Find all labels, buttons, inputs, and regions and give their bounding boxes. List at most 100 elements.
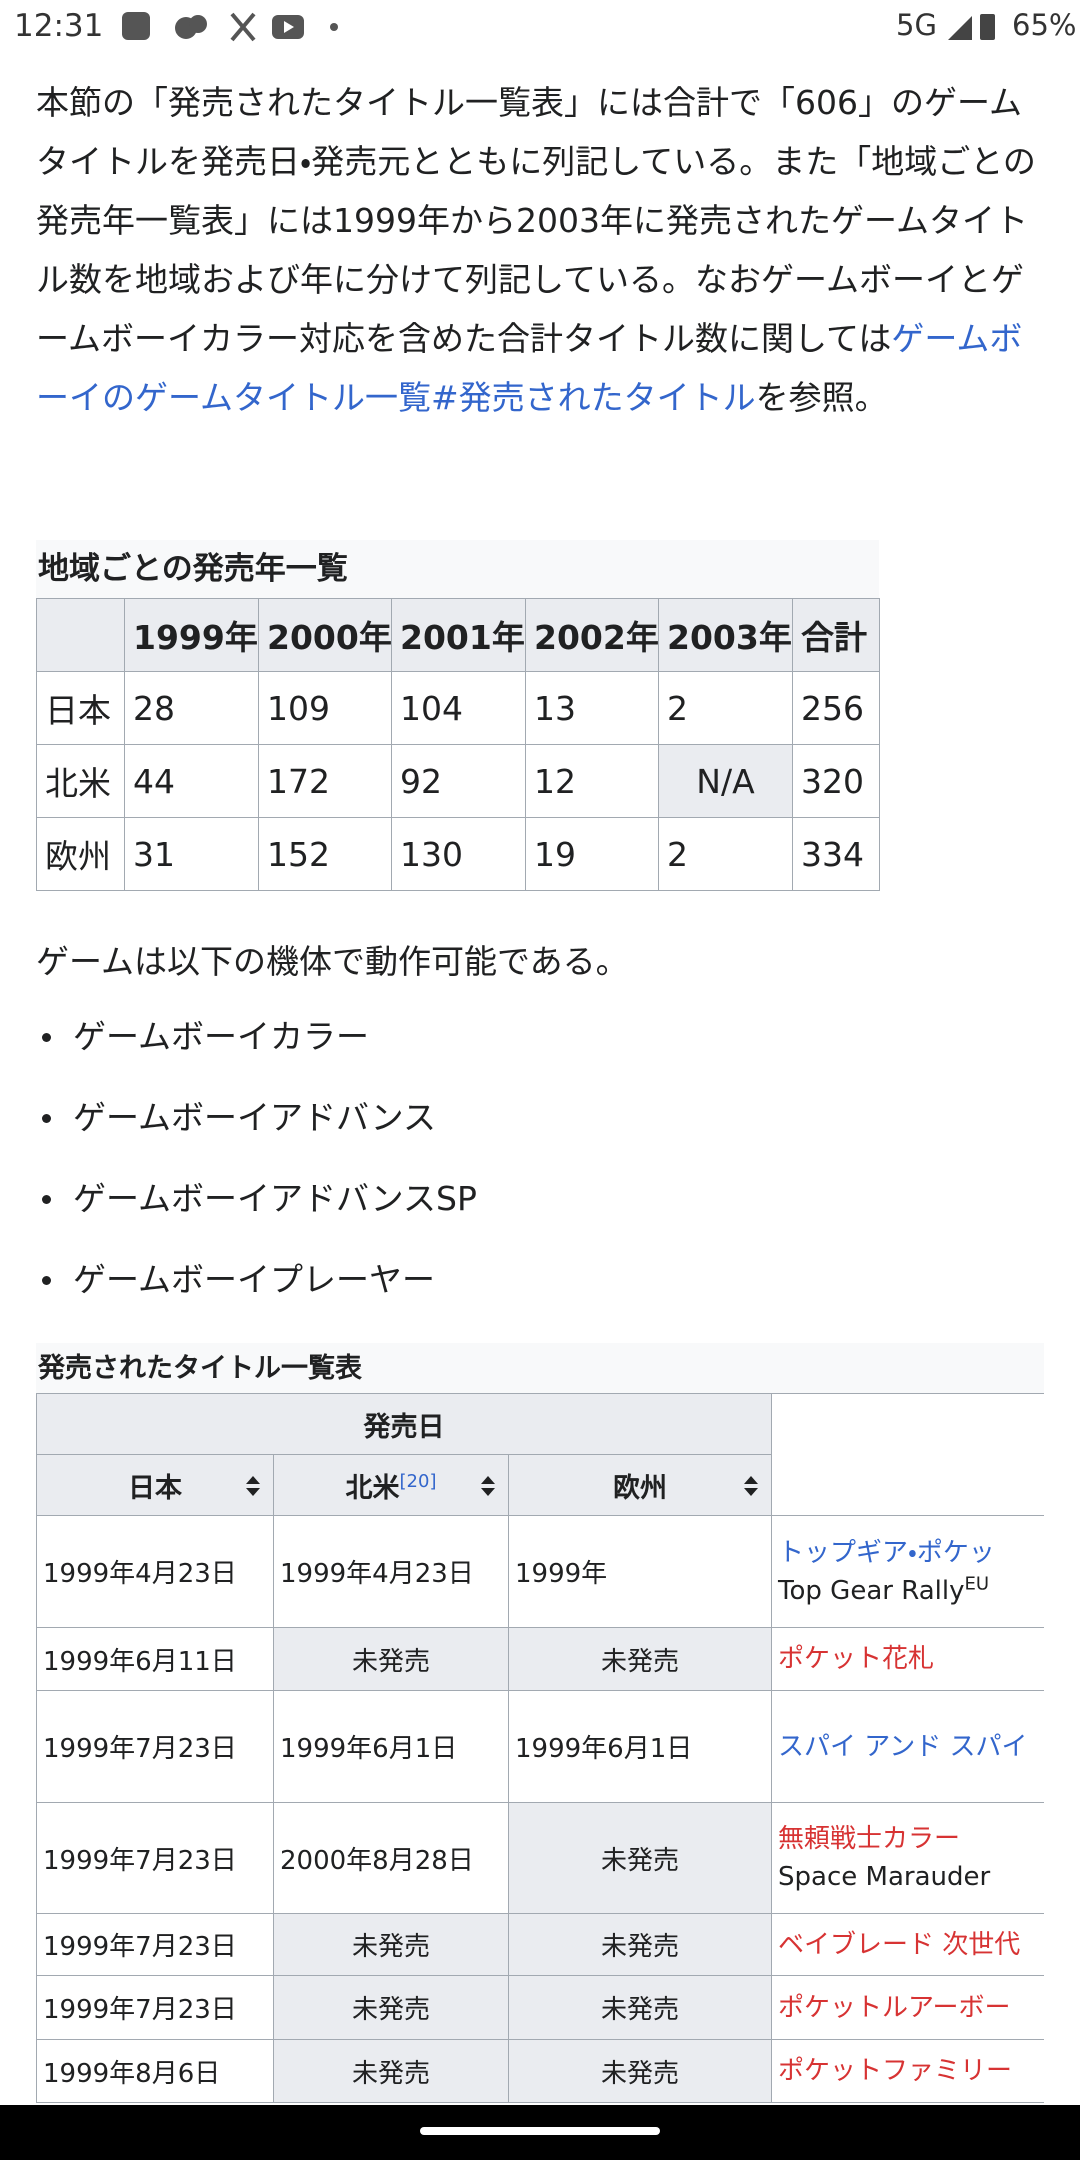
paragraph: 本節の「発売されたタイトル一覧表」には合計で「606」のゲームタイトルを発売日・… (36, 73, 1048, 427)
title-cell: ポケット花札 (771, 1627, 1044, 1691)
date-cell: 1999年4月23日 (36, 1515, 274, 1628)
header-cell: 2000年 (258, 598, 392, 672)
notification-icons (122, 12, 338, 42)
table: 1999年 2000年 2001年 2002年 2003年 合計 日本 28 109 104 13… (36, 598, 880, 891)
table-row: 1999年7月23日 未発売 未発売 ベイブレード 次世代 (36, 1913, 1044, 1976)
sortable-header[interactable]: 欧州 (507, 1454, 773, 1516)
value-cell: 2 (658, 671, 793, 745)
list-item: ゲームボーイプレーヤー (36, 1239, 477, 1320)
date-cell: 1999年6月11日 (36, 1627, 274, 1691)
title-cell: トップギア・ポケッ Top Gear RallyEU (771, 1515, 1044, 1628)
header-row: 日本 北米[20] 欧州 (36, 1454, 1045, 1516)
list-item: ゲームボーイアドバンスSP (36, 1158, 477, 1239)
header-cell: 2001年 (391, 598, 526, 672)
header-cell (771, 1393, 1044, 1516)
table-row: 日本 28 109 104 13 2 256 (36, 671, 880, 745)
table-caption: 発売されたタイトル一覧表 (36, 1343, 1044, 1393)
date-cell: 未発売 (273, 1627, 509, 1691)
header-label: 欧州 (613, 1472, 668, 1504)
date-cell: 1999年7月23日 (36, 1690, 274, 1803)
title-cell: ポケットルアーボー (771, 1975, 1044, 2040)
value-cell: 152 (258, 817, 392, 891)
clock: 12:31 (14, 8, 104, 44)
list-item: ゲームボーイカラー (36, 996, 477, 1077)
subtitle-sup: EU (964, 1572, 990, 1594)
header-row: 1999年 2000年 2001年 2002年 2003年 合計 (36, 598, 880, 672)
value-cell: 31 (124, 817, 259, 891)
sort-icon (744, 1476, 759, 1496)
date-cell: 未発売 (273, 2039, 509, 2103)
title-link[interactable]: 無頼戦士カラー (778, 1824, 961, 1854)
reference-note[interactable]: [20] (399, 1470, 437, 1492)
date-cell: 1999年 (507, 1515, 773, 1628)
date-cell: 1999年8月6日 (36, 2039, 274, 2103)
paragraph-text: を参照。 (755, 378, 888, 417)
value-cell: 320 (792, 744, 880, 818)
date-cell: 未発売 (507, 2039, 773, 2103)
table-row: 1999年8月6日 未発売 未発売 ポケットファミリー (36, 2039, 1044, 2103)
header-label: 日本 (128, 1472, 182, 1504)
title-link[interactable]: ポケット花札 (778, 1644, 935, 1674)
header-label: 北米 (345, 1472, 400, 1504)
region-cell: 北米 (36, 744, 125, 818)
home-handle[interactable] (420, 2127, 660, 2135)
header-cell: 1999年 (124, 598, 259, 672)
sort-icon (246, 1476, 260, 1496)
table-row: 1999年4月23日 1999年4月23日 1999年 トップギア・ポケッ Top Ge… (36, 1515, 1044, 1628)
table-row: 1999年7月23日 1999年6月1日 1999年6月1日 スパイ アンド スパイ (36, 1690, 1044, 1803)
date-cell: 1999年7月23日 (36, 1975, 274, 2040)
date-cell: 未発売 (507, 1627, 773, 1691)
battery-level: 65% (1012, 8, 1077, 42)
title-link[interactable]: スパイ アンド スパイ (778, 1731, 1028, 1762)
link[interactable]: ゲームボーイのゲームタイトル一覧#発売されたタイトル (36, 319, 1023, 417)
region-cell: 日本 (36, 671, 125, 745)
value-cell: 92 (391, 744, 526, 818)
title-cell: スパイ アンド スパイ (771, 1690, 1044, 1803)
table-row: 北米 44 172 92 12 N/A 320 (36, 744, 880, 818)
value-cell: 28 (124, 671, 259, 745)
date-cell: 2000年8月28日 (273, 1802, 509, 1914)
value-cell: 109 (258, 671, 392, 745)
header-row: 発売日 (36, 1393, 1044, 1516)
date-cell: 1999年4月23日 (273, 1515, 509, 1628)
signal-battery-icons (948, 14, 995, 40)
header-cell: 2002年 (525, 598, 659, 672)
title-link[interactable]: ポケットルアーボー (778, 1992, 1011, 2023)
titles-table: 発売されたタイトル一覧表 発売日 日本 北米[20] 欧州 1999年4月23日 19… (36, 1343, 1044, 2105)
navigation-bar (0, 2105, 1080, 2160)
value-cell: 13 (525, 671, 659, 745)
region-cell: 欧州 (36, 817, 125, 891)
title-link[interactable]: ベイブレード 次世代 (778, 1929, 1021, 1960)
date-cell: 未発売 (507, 1802, 773, 1914)
status-bar: 12:31 5G 65% (0, 0, 1080, 66)
table: 発売日 日本 北米[20] 欧州 1999年4月23日 1999年4月23日 1999年… (36, 1393, 1044, 2103)
date-cell: 1999年6月1日 (507, 1690, 773, 1803)
title-link[interactable]: ポケットファミリー (778, 2056, 1013, 2086)
value-cell: 334 (792, 817, 880, 891)
value-cell: 12 (525, 744, 659, 818)
date-cell: 未発売 (507, 1913, 773, 1976)
sortable-header[interactable]: 日本 (36, 1454, 274, 1516)
sortable-header[interactable]: 北米[20] (273, 1454, 509, 1516)
table-row: 1999年7月23日 未発売 未発売 ポケットルアーボー (36, 1975, 1044, 2040)
value-cell: 130 (391, 817, 526, 891)
value-cell: 104 (391, 671, 526, 745)
table-row: 欧州 31 152 130 19 2 334 (36, 817, 880, 891)
date-cell: 未発売 (273, 1975, 509, 2040)
list-item: ゲームボーイアドバンス (36, 1077, 477, 1158)
value-cell: 19 (525, 817, 659, 891)
value-cell: N/A (658, 744, 793, 818)
table-caption: 地域ごとの発売年一覧 (36, 540, 879, 598)
table-row: 1999年7月23日 2000年8月28日 未発売 無頼戦士カラー Space Mara… (36, 1802, 1044, 1914)
title-link[interactable]: トップギア・ポケッ (778, 1537, 995, 1568)
value-cell: 44 (124, 744, 259, 818)
date-cell: 1999年7月23日 (36, 1913, 274, 1976)
subtitle-text: Space Marauder (778, 1862, 991, 1892)
header-cell: 2003年 (658, 598, 793, 672)
region-table: 地域ごとの発売年一覧 1999年 2000年 2001年 2002年 2003年 合計 日… (36, 540, 880, 891)
subtitle: Space Marauder (778, 1858, 1044, 1896)
network-type: 5G (896, 8, 937, 42)
date-cell: 未発売 (273, 1913, 509, 1976)
table-row: 1999年6月11日 未発売 未発売 ポケット花札 (36, 1627, 1044, 1691)
